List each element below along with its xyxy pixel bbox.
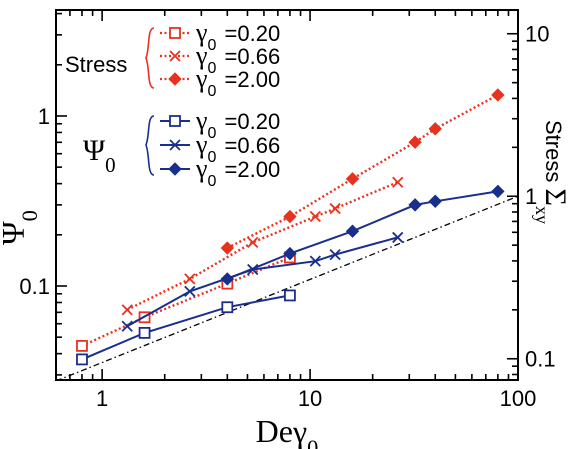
series-stress-gamma-0-66 xyxy=(121,176,404,316)
legend-marker xyxy=(169,27,181,39)
legend-marker xyxy=(168,72,182,86)
data-point xyxy=(121,320,133,332)
legend-entry-label: γ0 =2.00 xyxy=(195,64,280,100)
legend-entry-label: γ0 =0.66 xyxy=(195,41,280,77)
y-right-axis-label: Stress Σxy xyxy=(532,120,572,224)
data-point xyxy=(392,231,404,244)
data-point xyxy=(221,301,234,314)
x-tick-label: 10 xyxy=(298,386,322,411)
legend-marker xyxy=(169,115,181,127)
legend-entry: γ0 =0.20 xyxy=(160,18,280,54)
y-left-axis-label: Ψ0 xyxy=(0,210,42,245)
reference-line xyxy=(56,195,518,380)
legend-psi-brace xyxy=(145,115,155,176)
legend-marker xyxy=(169,139,181,151)
y-left-tick-label: 1 xyxy=(38,104,50,129)
data-point xyxy=(408,135,422,149)
series-line xyxy=(126,236,398,328)
plot-series xyxy=(56,88,518,380)
data-point xyxy=(309,210,321,223)
y-left-label-text: Ψ0 xyxy=(0,210,42,245)
data-point xyxy=(184,273,196,285)
data-point xyxy=(392,176,404,188)
data-point xyxy=(247,236,259,249)
series-psi-gamma-0-2 xyxy=(76,289,296,366)
x-axis-label: Deγ0 xyxy=(256,413,319,449)
data-point xyxy=(283,246,297,261)
x-tick-label: 100 xyxy=(500,386,537,411)
series-line xyxy=(81,294,291,361)
data-point xyxy=(184,285,196,297)
legend-entry-label: γ0 =0.66 xyxy=(195,130,280,166)
legend-entry: γ0 =0.20 xyxy=(160,106,280,142)
data-point xyxy=(76,353,88,366)
legend-marker xyxy=(169,50,181,62)
legend-entry: γ0 =2.00 xyxy=(160,154,280,190)
data-point xyxy=(284,289,296,302)
axis-ticks: 1 10 100 0.1 1 0.1 1 10 xyxy=(19,10,556,411)
series-line xyxy=(126,181,399,311)
series-line xyxy=(226,190,498,280)
data-point xyxy=(283,209,297,224)
y-left-tick-label: 0.1 xyxy=(19,274,50,299)
data-point xyxy=(76,339,88,352)
y-right-label-text: Stress Σxy xyxy=(532,120,572,224)
data-point xyxy=(121,304,133,316)
legend-entry-label: γ0 =0.20 xyxy=(195,106,280,142)
data-point xyxy=(345,224,360,238)
y-right-tick-label: 1 xyxy=(525,184,537,209)
legend-entry-label: γ0 =0.20 xyxy=(195,18,280,54)
data-point xyxy=(491,88,505,102)
data-point xyxy=(329,248,341,261)
legend-stress-brace xyxy=(145,27,155,89)
data-point xyxy=(408,198,422,212)
legend-entry: γ0 =0.66 xyxy=(160,41,280,77)
legend-entry-label: γ0 =2.00 xyxy=(195,154,280,190)
data-point xyxy=(329,202,341,215)
series-line xyxy=(81,256,291,347)
data-point xyxy=(220,241,235,255)
data-point xyxy=(491,184,505,199)
legend-marker xyxy=(168,162,182,176)
legend-stress-group-label: Stress xyxy=(65,52,127,77)
legend-entry: γ0 =0.66 xyxy=(160,130,280,166)
x-tick-label: 1 xyxy=(96,386,108,411)
data-point xyxy=(345,172,360,186)
plot-frame xyxy=(55,9,519,381)
series-psi-gamma-0-66 xyxy=(121,231,404,332)
legend-psi-group-label: Ψ0 xyxy=(83,134,116,177)
data-point xyxy=(428,194,442,208)
legend-entry: γ0 =2.00 xyxy=(160,64,280,100)
data-point xyxy=(138,326,151,339)
data-point xyxy=(309,255,321,267)
y-right-tick-label: 10 xyxy=(525,22,549,47)
series-stress-gamma-2 xyxy=(220,88,505,255)
y-right-tick-label: 0.1 xyxy=(525,347,556,372)
series-psi-gamma-2 xyxy=(220,184,505,286)
data-point xyxy=(220,272,235,286)
data-point xyxy=(428,122,442,136)
